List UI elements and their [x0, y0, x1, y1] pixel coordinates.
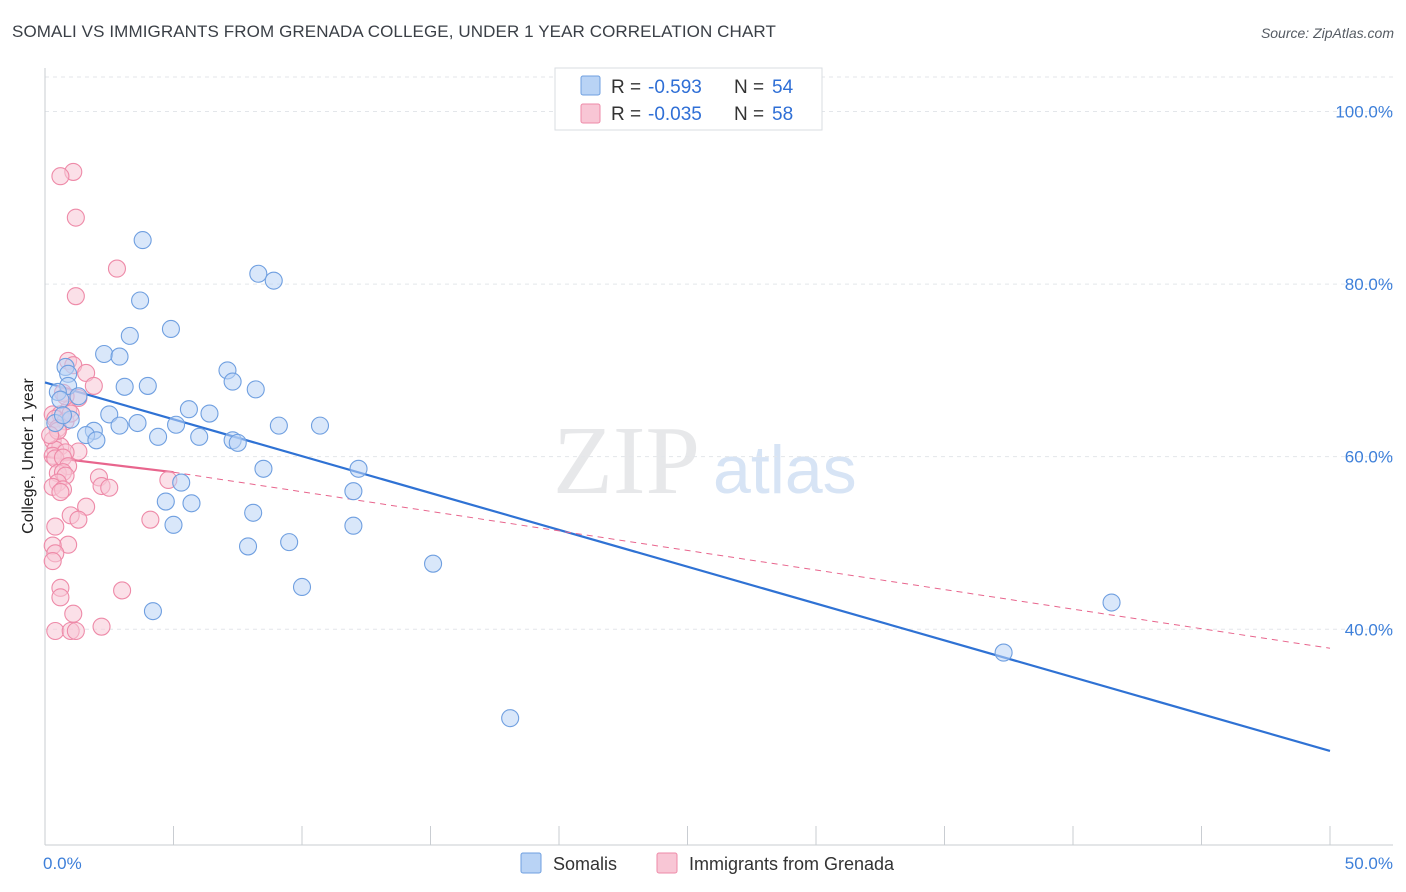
grenada-point: [66, 621, 85, 641]
somali-point: [115, 377, 134, 396]
watermark-atlas: atlas: [713, 432, 857, 508]
grenada-point: [43, 552, 62, 571]
somali-point: [110, 416, 129, 435]
legend-r-label-grenada: R =: [611, 104, 641, 125]
somali-point: [167, 415, 186, 434]
bottom-legend-grenada: Immigrants from Grenada: [689, 854, 895, 874]
bottom-legend-somalis: Somalis: [553, 854, 617, 874]
y-tick-label: 40.0%: [1345, 620, 1393, 639]
grenada-trend-extension: [173, 471, 1331, 649]
bottom-legend-swatch-grenada: [656, 852, 678, 874]
legend-r-value-grenada: -0.035: [648, 104, 702, 125]
somali-point: [53, 406, 73, 425]
somali-point: [228, 433, 247, 452]
somali-point: [143, 602, 162, 621]
somali-point: [223, 372, 242, 391]
legend-r-value-somalis: -0.593: [648, 77, 702, 98]
somali-point: [244, 503, 263, 522]
grenada-point: [51, 588, 70, 607]
somali-point: [100, 405, 119, 424]
somali-point: [120, 326, 139, 345]
somali-point: [179, 400, 198, 419]
y-axis-label: College, Under 1 year: [20, 378, 37, 534]
somali-point: [133, 231, 152, 250]
somali-point: [264, 271, 283, 290]
grenada-point: [100, 478, 119, 497]
legend-n-value-grenada: 58: [772, 104, 793, 125]
somali-point: [138, 376, 157, 395]
series-legend: Somalis Immigrants from Grenada: [520, 852, 895, 874]
grenada-point: [113, 581, 132, 600]
somali-point: [349, 459, 368, 478]
axes: 40.0% 60.0% 80.0% 100.0% 0.0% 50.0%: [43, 68, 1393, 873]
somali-point: [69, 387, 88, 406]
grenada-point: [69, 510, 88, 529]
x-tick-label: 50.0%: [1345, 854, 1393, 873]
grenada-point: [141, 510, 160, 529]
y-tick-label: 60.0%: [1345, 448, 1393, 467]
somali-point: [269, 416, 288, 435]
chart-title: SOMALI VS IMMIGRANTS FROM GRENADA COLLEG…: [12, 22, 776, 41]
legend-swatch-grenada: [580, 103, 601, 124]
grenada-point: [84, 376, 103, 395]
somali-point: [110, 347, 129, 366]
legend-n-label-grenada: N =: [734, 104, 764, 125]
grenada-point: [107, 259, 127, 278]
grenada-point: [51, 167, 70, 186]
somali-trend-line: [44, 381, 1331, 752]
somali-point: [238, 537, 258, 556]
source-label: Source: ZipAtlas.com: [1260, 25, 1394, 41]
somali-point: [87, 431, 106, 450]
somali-point: [254, 459, 273, 478]
legend-n-label-somalis: N =: [734, 77, 764, 98]
somali-point: [292, 577, 312, 597]
legend-n-value-somalis: 54: [772, 77, 794, 98]
somali-point: [156, 492, 175, 511]
somali-point: [246, 380, 265, 399]
somali-point: [51, 390, 70, 409]
grenada-point: [92, 617, 111, 636]
somali-point: [95, 344, 114, 364]
grenada-point: [66, 208, 85, 227]
bottom-legend-swatch-somalis: [520, 852, 542, 874]
somali-point: [280, 533, 299, 552]
somali-point: [344, 516, 363, 535]
somali-point: [200, 404, 219, 423]
somali-point: [161, 319, 180, 339]
somali-point: [182, 494, 201, 513]
somali-point: [131, 291, 150, 310]
somali-point: [149, 427, 168, 446]
somali-point: [424, 554, 443, 573]
grenada-point: [46, 621, 65, 641]
somali-point: [164, 515, 183, 534]
watermark-zip: ZIP: [553, 407, 700, 515]
somali-point: [172, 473, 191, 492]
data-points: [41, 162, 1121, 728]
somali-point: [128, 413, 147, 433]
somali-point: [994, 643, 1013, 662]
grenada-point: [66, 287, 85, 306]
y-tick-label: 80.0%: [1345, 275, 1393, 294]
x-tick-label: 0.0%: [43, 854, 82, 873]
somali-point: [249, 264, 268, 283]
somali-point: [190, 427, 209, 446]
grenada-point: [46, 517, 65, 536]
somali-point: [1102, 593, 1121, 612]
somali-point: [501, 709, 520, 728]
somali-point: [344, 482, 363, 501]
legend-r-label-somalis: R =: [611, 77, 641, 98]
legend-swatch-somalis: [580, 75, 601, 96]
y-tick-label: 100.0%: [1335, 103, 1393, 122]
grenada-point: [64, 604, 83, 623]
grenada-point: [51, 483, 70, 502]
somali-point: [310, 416, 330, 435]
stats-legend: R = -0.593 N = 54 R = -0.035 N = 58: [554, 67, 823, 131]
